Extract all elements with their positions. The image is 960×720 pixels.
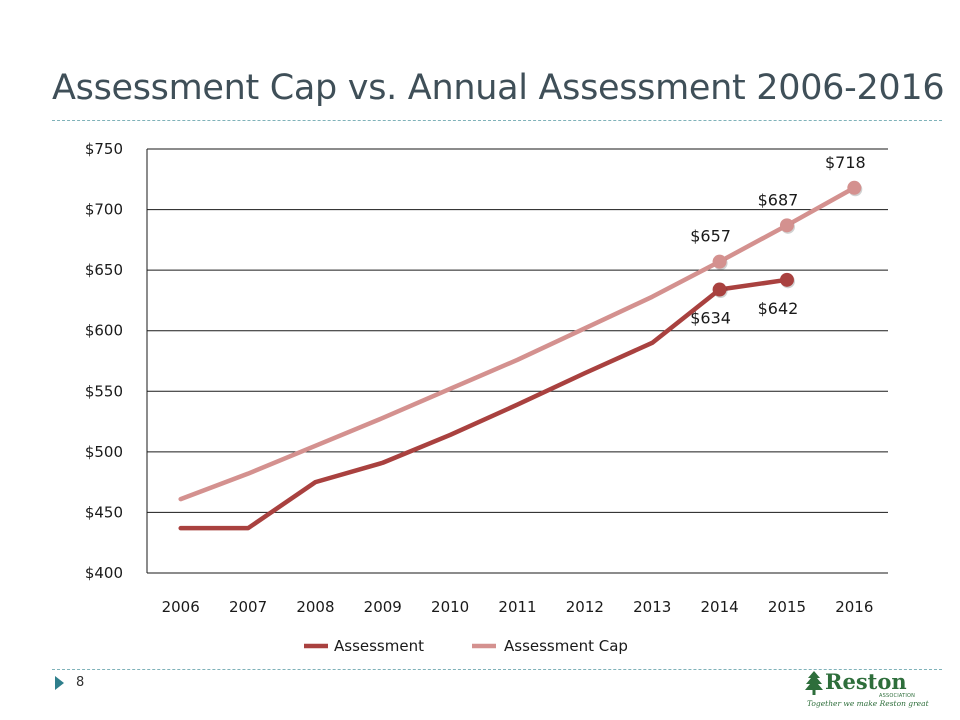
logo-association: ASSOCIATION [879,693,916,699]
y-tick-label: $450 [85,503,123,521]
legend-label: Assessment [334,637,424,655]
x-tick-label: 2016 [835,598,873,616]
slide-title: Assessment Cap vs. Annual Assessment 200… [52,68,945,108]
series-line [178,185,857,502]
x-tick-label: 2013 [633,598,671,616]
y-tick-label: $500 [85,443,123,461]
footer-divider [52,669,942,670]
y-tick-label: $750 [85,140,123,158]
data-point [847,180,862,195]
data-point [779,272,794,287]
data-label: $718 [825,153,866,172]
data-point [712,282,727,297]
y-tick-label: $700 [85,201,123,219]
data-label: $687 [758,190,799,209]
x-tick-label: 2008 [296,598,334,616]
data-label: $657 [690,227,731,246]
y-tick-label: $400 [85,564,123,582]
title-divider [52,120,942,121]
x-tick-label: 2010 [431,598,469,616]
logo-name: Reston [825,669,907,694]
data-point [712,254,727,269]
logo-tagline: Together we make Reston great [807,699,929,708]
data-label: $634 [690,309,731,328]
legend-item: Assessment [304,637,424,655]
line-chart: $400 $450 $500 $550 $600 $650 $700 $750 2006 2007… [85,140,888,655]
reston-logo: Reston ASSOCIATION Together we make Rest… [803,669,929,713]
series-line [178,277,790,531]
legend-item: Assessment Cap [472,637,628,655]
x-tick-label: 2009 [364,598,402,616]
x-tick-label: 2014 [700,598,738,616]
tree-icon [805,671,823,695]
page-number: 8 [76,675,85,690]
y-tick-label: $550 [85,382,123,400]
data-label: $642 [758,299,799,318]
y-tick-label: $650 [85,261,123,279]
bullet-arrow-icon [55,676,64,690]
y-tick-label: $600 [85,322,123,340]
x-tick-label: 2007 [229,598,267,616]
x-tick-label: 2006 [162,598,200,616]
x-tick-label: 2011 [498,598,536,616]
x-tick-label: 2012 [566,598,604,616]
x-tick-label: 2015 [768,598,806,616]
legend-label: Assessment Cap [504,637,628,655]
data-point [779,218,794,233]
